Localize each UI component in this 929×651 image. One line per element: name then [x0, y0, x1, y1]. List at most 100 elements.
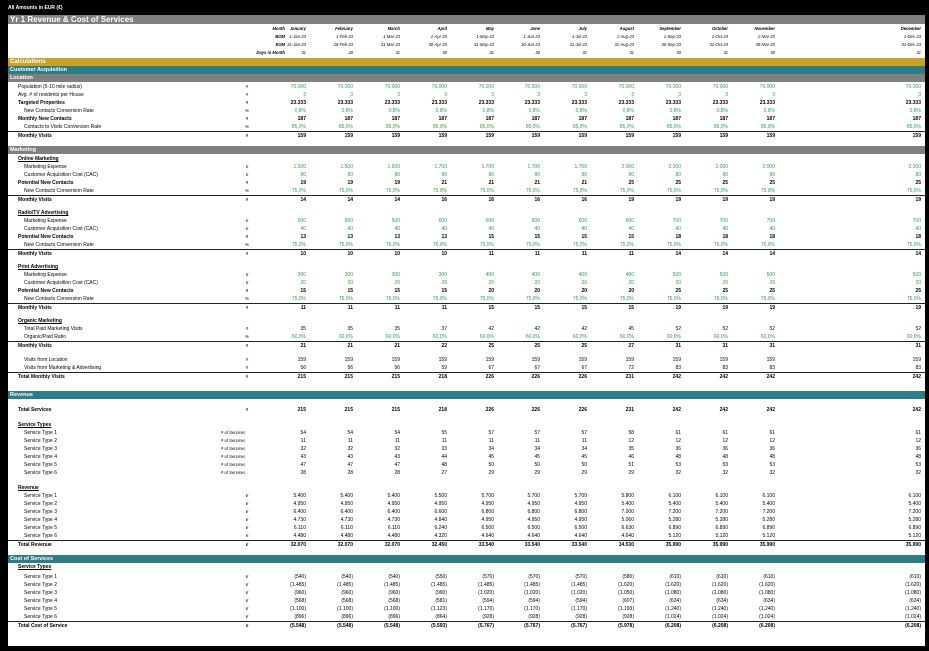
cell[interactable]: 11	[347, 438, 353, 444]
cell[interactable]: (1.024)	[712, 614, 728, 620]
cell[interactable]: 40	[722, 226, 728, 232]
cell[interactable]: 0,8%	[669, 108, 681, 114]
cell[interactable]: 85,0%	[432, 124, 447, 130]
cell[interactable]: 36	[769, 446, 775, 452]
cell[interactable]: 34	[488, 446, 494, 452]
cell[interactable]: 700	[672, 218, 681, 224]
cell[interactable]: 31	[722, 343, 728, 349]
cell[interactable]: 75,0%	[385, 188, 400, 194]
cell[interactable]: (1.485)	[524, 582, 540, 588]
cell[interactable]: (1.485)	[571, 582, 587, 588]
bom-cell-5[interactable]: 1-May-23	[476, 34, 494, 39]
cell[interactable]: 0,8%	[388, 108, 400, 114]
cell[interactable]: 75,0%	[713, 296, 728, 302]
cell[interactable]: 85,0%	[385, 124, 400, 130]
cell[interactable]: 0,8%	[575, 108, 587, 114]
cell[interactable]: 60,0%	[713, 334, 728, 340]
cell[interactable]: 6.630	[621, 525, 634, 531]
cell[interactable]: 3	[537, 92, 540, 98]
cell[interactable]: 33.540	[524, 542, 540, 548]
cell[interactable]: (896)	[341, 614, 353, 620]
cell[interactable]: 242	[766, 374, 775, 380]
cell[interactable]: 6.890	[668, 525, 681, 531]
cell[interactable]: 60,0%	[525, 334, 540, 340]
cell[interactable]: 0,8%	[528, 108, 540, 114]
cell[interactable]: 11	[394, 438, 400, 444]
cell[interactable]: (610)	[669, 574, 681, 580]
days-cell-8[interactable]: 31	[629, 50, 634, 55]
cell[interactable]: (1.620)	[665, 582, 681, 588]
cell[interactable]: (594)	[575, 598, 587, 604]
cell[interactable]: 50	[581, 462, 587, 468]
cell[interactable]: 15	[488, 305, 494, 311]
cell[interactable]: 23.333	[712, 100, 728, 106]
cell[interactable]: (6.208)	[665, 623, 681, 629]
cell[interactable]: 75,0%	[385, 242, 400, 248]
cell[interactable]: 11	[441, 438, 447, 444]
cell[interactable]: 11	[488, 438, 494, 444]
row-label[interactable]: Service Type 5	[24, 462, 57, 468]
cell[interactable]: 600	[531, 218, 540, 224]
cell[interactable]: 40	[675, 226, 681, 232]
cell[interactable]: 32.070	[337, 542, 353, 548]
cell[interactable]: 70.000	[905, 84, 921, 90]
cell[interactable]: 52	[915, 326, 921, 332]
row-label[interactable]: Service Type 1	[24, 430, 57, 436]
cell[interactable]: 3	[350, 92, 353, 98]
cell[interactable]: 54	[300, 430, 306, 436]
cell[interactable]: 20	[675, 280, 681, 286]
cell[interactable]: 159	[485, 133, 494, 139]
cell[interactable]: 15	[581, 234, 587, 240]
cell[interactable]: 159	[531, 357, 540, 363]
cell[interactable]: 6.800	[481, 509, 494, 515]
cell[interactable]: 25	[628, 180, 634, 186]
cell[interactable]: 159	[719, 357, 728, 363]
cell[interactable]: 4.950	[481, 501, 494, 507]
cell[interactable]: 242	[672, 374, 681, 380]
cell[interactable]: (896)	[388, 614, 400, 620]
cell[interactable]: (5.593)	[431, 623, 447, 629]
cell[interactable]: 83	[675, 365, 681, 371]
cell[interactable]: (1.620)	[712, 582, 728, 588]
cell[interactable]: 300	[344, 272, 353, 278]
cell[interactable]: 6.800	[574, 509, 587, 515]
days-cell-7[interactable]: 31	[582, 50, 587, 55]
cell[interactable]: 6.890	[908, 525, 921, 531]
cell[interactable]: 75,0%	[572, 296, 587, 302]
cell[interactable]: (928)	[528, 614, 540, 620]
cell[interactable]: (1.080)	[905, 590, 921, 596]
cell[interactable]: 52	[722, 326, 728, 332]
cell[interactable]: 14	[394, 197, 400, 203]
cell[interactable]: 12	[628, 438, 634, 444]
cell[interactable]: 29	[628, 470, 634, 476]
cell[interactable]: (1.485)	[478, 582, 494, 588]
days-cell-12[interactable]: 31	[916, 50, 921, 55]
cell[interactable]: 54	[347, 430, 353, 436]
cell[interactable]: 159	[344, 133, 353, 139]
cell[interactable]: 60,0%	[760, 334, 775, 340]
cell[interactable]: 44	[441, 454, 447, 460]
cell[interactable]: 83	[769, 365, 775, 371]
cell[interactable]: 48	[441, 462, 447, 468]
cell[interactable]: 50	[534, 462, 540, 468]
cell[interactable]: 4.730	[293, 517, 306, 523]
cell[interactable]: 67	[534, 365, 540, 371]
cell[interactable]: 159	[912, 357, 921, 363]
cell[interactable]: 5.120	[668, 533, 681, 539]
cell[interactable]: (570)	[482, 574, 494, 580]
cell[interactable]: 5.060	[621, 517, 634, 523]
cell[interactable]: 1.700	[527, 164, 540, 170]
bom-cell-7[interactable]: 1-Jul-23	[571, 34, 587, 39]
cell[interactable]: 12	[722, 438, 728, 444]
cell[interactable]: 231	[625, 407, 634, 413]
cell[interactable]: 40	[441, 226, 447, 232]
cell[interactable]: 6.100	[908, 493, 921, 499]
row-label[interactable]: Visits from Marketing & Advertising	[24, 365, 102, 371]
cell[interactable]: 75,0%	[760, 296, 775, 302]
cell[interactable]: 83	[915, 365, 921, 371]
cell[interactable]: 21	[300, 343, 306, 349]
cell[interactable]: 226	[531, 374, 540, 380]
cell[interactable]: 19	[769, 305, 775, 311]
cell[interactable]: 4.950	[293, 501, 306, 507]
row-label[interactable]: Customer Acquisition Cost (CAC)	[24, 280, 98, 286]
